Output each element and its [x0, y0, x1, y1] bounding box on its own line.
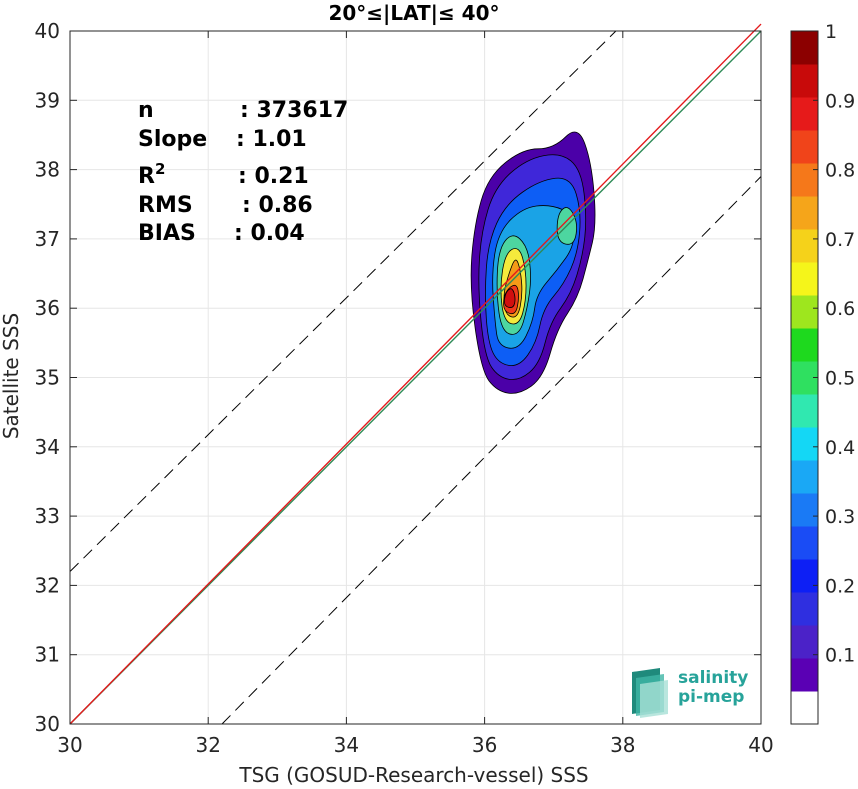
- x-tick-label: 30: [57, 733, 82, 757]
- y-tick-label: 31: [35, 643, 60, 667]
- stat-superscript: 2: [155, 160, 165, 178]
- colorbar-swatch: [791, 427, 818, 461]
- y-tick-label: 30: [35, 712, 60, 736]
- upper-bound-line: [69, 30, 617, 572]
- colorbar-tick-label: 0.7: [825, 229, 855, 251]
- colorbar-tick-label: 1: [825, 21, 837, 43]
- colorbar-swatch: [791, 295, 818, 329]
- x-tick-label: 38: [610, 733, 635, 757]
- colorbar-swatch: [791, 262, 818, 296]
- colorbar-swatch: [791, 592, 818, 626]
- colorbar-tick-label: 0.9: [825, 90, 855, 112]
- colorbar-swatch: [791, 625, 818, 659]
- colorbar-tick-label: 0.1: [825, 645, 855, 667]
- y-tick-label: 33: [35, 504, 60, 528]
- stat-value: : 1.01: [236, 127, 307, 152]
- stat-label: Slope: [138, 127, 207, 152]
- stat-label: R2: [138, 160, 165, 189]
- colorbar-swatch: [791, 64, 818, 98]
- stat-value: : 0.04: [234, 221, 305, 246]
- lower-bound-line: [221, 176, 762, 725]
- y-tick-label: 37: [35, 227, 60, 251]
- statistics-box: n : 373617 Slope : 1.01 R2 : 0.21 RMS : 0.86 BIA…: [138, 98, 348, 246]
- x-tick-label: 34: [334, 733, 359, 757]
- colorbar-swatch: [791, 97, 818, 131]
- stat-value: : 0.21: [238, 164, 309, 189]
- x-tick-label: 36: [472, 733, 497, 757]
- y-tick-label: 35: [35, 366, 60, 390]
- colorbar-swatch: [791, 163, 818, 197]
- colorbar-swatch: [791, 394, 818, 428]
- y-tick-label: 40: [35, 19, 60, 43]
- salinity-pi-mep-logo: salinity pi-mep: [632, 668, 748, 718]
- chart-title: 20°≤|LAT|≤ 40°: [328, 1, 499, 25]
- logo-line1: salinity: [678, 668, 748, 688]
- colorbar-swatch: [791, 31, 818, 65]
- density-contours: [470, 131, 596, 394]
- stat-label: BIAS: [138, 221, 196, 246]
- y-tick-label: 32: [35, 573, 60, 597]
- colorbar-swatch: [791, 559, 818, 593]
- colorbar-swatch: [791, 493, 818, 527]
- x-axis-label: TSG (GOSUD-Research-vessel) SSS: [238, 763, 588, 787]
- stat-label: RMS: [138, 193, 193, 218]
- colorbar-swatch: [791, 130, 818, 164]
- colorbar-swatch: [791, 460, 818, 494]
- y-axis-label: Satellite SSS: [0, 313, 23, 439]
- reference-lines: [69, 23, 762, 725]
- colorbar-tick-label: 0.3: [825, 506, 855, 528]
- stat-value: : 0.86: [242, 193, 313, 218]
- axis-ticks: 30 32 34 36 38 40 30 31 32 33 34 35 36 37 38 39 40: [35, 19, 774, 757]
- stat-value: : 373617: [240, 98, 348, 123]
- colorbar-swatch: [791, 691, 818, 725]
- y-tick-label: 34: [35, 435, 60, 459]
- colorbar-swatch: [791, 229, 818, 263]
- colorbar-swatch: [791, 196, 818, 230]
- colorbar-tick-label: 0.8: [825, 160, 855, 182]
- colorbar-swatch: [791, 658, 818, 692]
- colorbar: 0.1 0.2 0.3 0.4 0.5 0.6 0.7 0.8 0.9 1: [790, 21, 855, 725]
- logo-line2: pi-mep: [678, 687, 744, 707]
- colorbar-swatch: [791, 526, 818, 560]
- stat-label: n: [138, 98, 154, 123]
- x-tick-label: 32: [195, 733, 220, 757]
- y-tick-label: 36: [35, 296, 60, 320]
- colorbar-tick-label: 0.5: [825, 368, 855, 390]
- colorbar-swatch: [791, 328, 818, 362]
- x-tick-label: 40: [748, 733, 773, 757]
- regression-line: [69, 23, 762, 725]
- colorbar-tick-label: 0.2: [825, 575, 855, 597]
- contour-level-0.95: [504, 288, 516, 308]
- y-tick-label: 38: [35, 158, 60, 182]
- logo-icon: [632, 668, 668, 718]
- one-to-one-line: [69, 30, 762, 725]
- y-tick-label: 39: [35, 88, 60, 112]
- colorbar-tick-label: 0.4: [825, 437, 855, 459]
- colorbar-tick-label: 0.6: [825, 298, 855, 320]
